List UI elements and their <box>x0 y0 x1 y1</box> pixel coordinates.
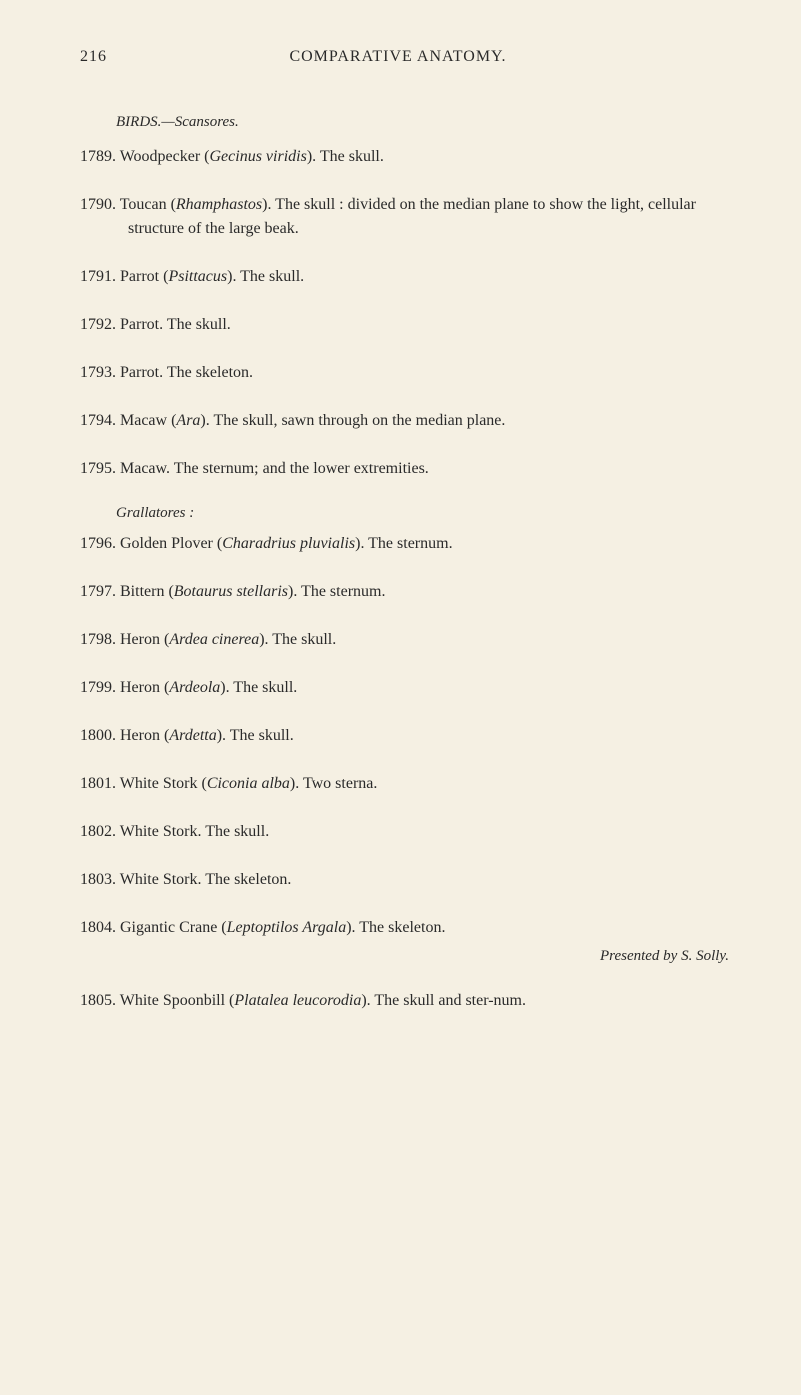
header-title: COMPARATIVE ANATOMY. <box>107 48 729 66</box>
entry-1798: 1798. Heron (Ardea cinerea). The skull. <box>80 628 729 652</box>
section-grallatores: Grallatores : <box>116 505 729 522</box>
entry-1799: 1799. Heron (Ardeola). The skull. <box>80 676 729 700</box>
entry-1804: 1804. Gigantic Crane (Leptoptilos Argala… <box>80 916 729 940</box>
entry-1790: 1790. Toucan (Rhamphastos). The skull : … <box>80 193 729 241</box>
entry-1794: 1794. Macaw (Ara). The skull, sawn throu… <box>80 409 729 433</box>
entry-1791: 1791. Parrot (Psittacus). The skull. <box>80 265 729 289</box>
entry-1805: 1805. White Spoonbill (Platalea leucorod… <box>80 989 729 1013</box>
entry-1804-credit: Presented by S. Solly. <box>80 948 729 965</box>
entry-1793: 1793. Parrot. The skeleton. <box>80 361 729 385</box>
page-number: 216 <box>80 48 107 66</box>
entry-1800: 1800. Heron (Ardetta). The skull. <box>80 724 729 748</box>
entry-1789: 1789. Woodpecker (Gecinus viridis). The … <box>80 145 729 169</box>
page-header: 216 COMPARATIVE ANATOMY. <box>80 48 729 66</box>
entry-1795: 1795. Macaw. The sternum; and the lower … <box>80 457 729 481</box>
entry-1801: 1801. White Stork (Ciconia alba). Two st… <box>80 772 729 796</box>
entry-1802: 1802. White Stork. The skull. <box>80 820 729 844</box>
entry-1796: 1796. Golden Plover (Charadrius pluviali… <box>80 532 729 556</box>
entry-1803: 1803. White Stork. The skeleton. <box>80 868 729 892</box>
entry-1797: 1797. Bittern (Botaurus stellaris). The … <box>80 580 729 604</box>
section-birds-scansores: BIRDS.—Scansores. <box>116 114 729 131</box>
entry-1792: 1792. Parrot. The skull. <box>80 313 729 337</box>
